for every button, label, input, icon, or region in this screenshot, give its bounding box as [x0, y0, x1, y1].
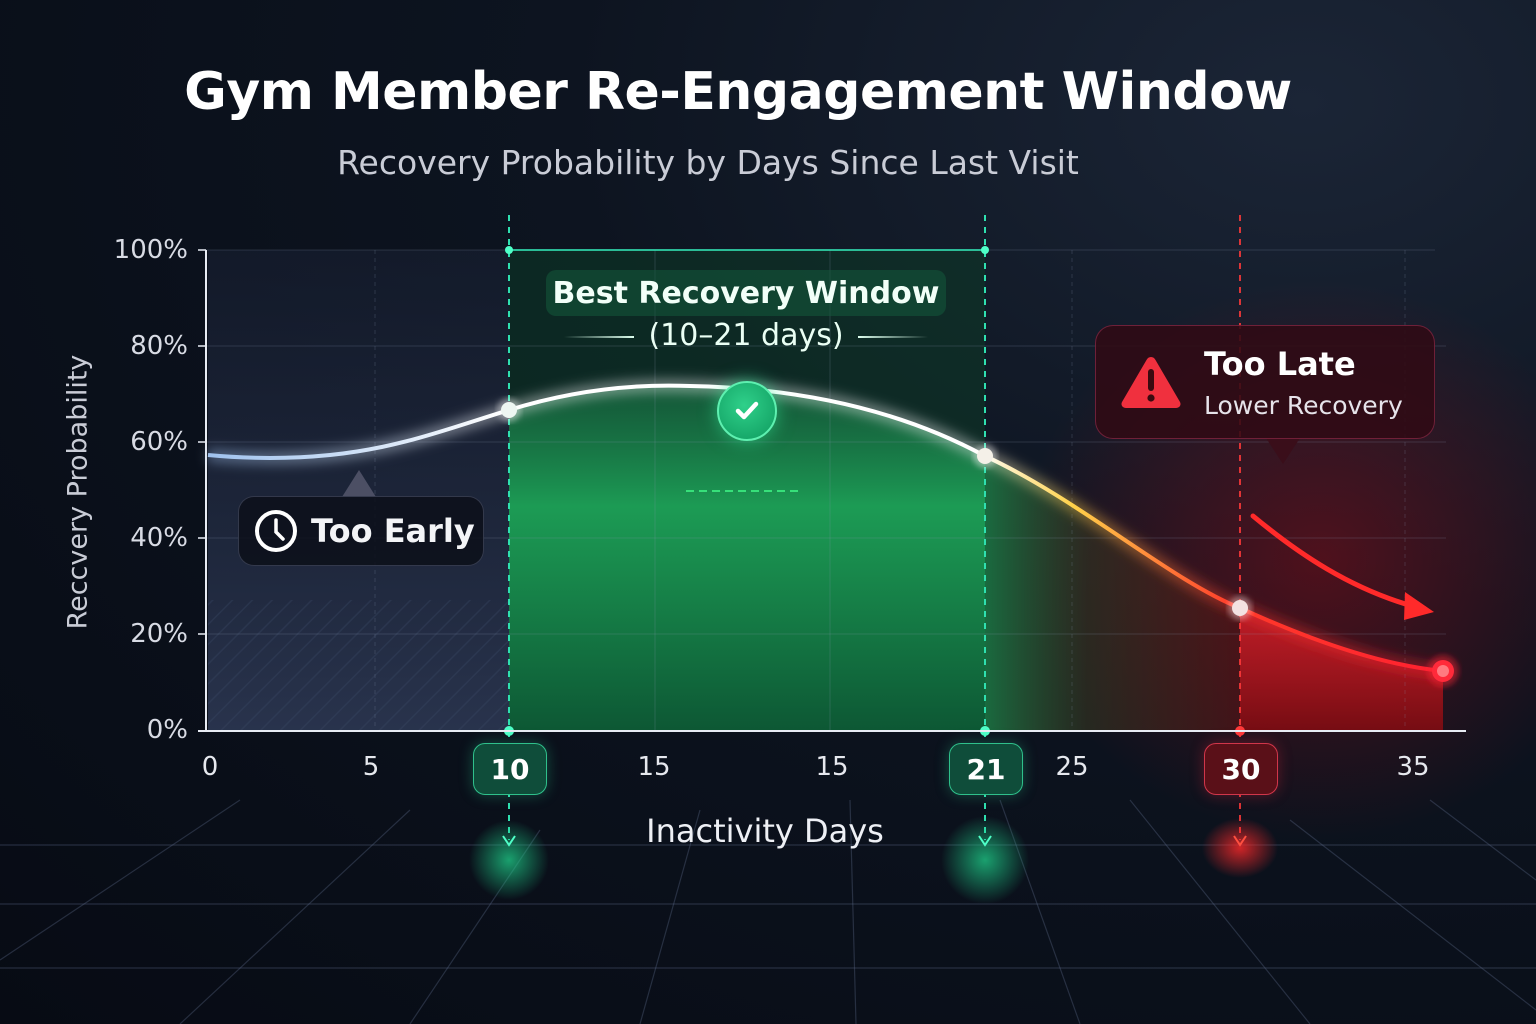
x-marker-day-30: 30 [1204, 743, 1278, 795]
arrow-down-icon [1233, 835, 1247, 847]
x-tick: 15 [637, 752, 671, 782]
chart-title: Gym Member Re-Engagement Window [184, 62, 1292, 122]
down-trend-arrow-icon [1250, 513, 1434, 620]
y-tick: 0% [146, 715, 188, 745]
x-marker-day-21: 21 [949, 743, 1023, 795]
x-marker-day-10: 10 [473, 743, 547, 795]
too-late-area [1240, 608, 1443, 731]
check-circle-icon [717, 381, 777, 441]
too-late-pointer [1266, 438, 1300, 464]
y-tick: 60% [130, 427, 188, 457]
too-late-subtitle: Lower Recovery [1204, 390, 1403, 420]
too-late-text: Too Late Lower Recovery [1204, 345, 1403, 420]
clock-icon [255, 510, 297, 552]
y-axis-label: Reccvery Probability [62, 354, 94, 630]
y-tick: 80% [130, 331, 188, 361]
glow-day-10 [469, 820, 549, 900]
x-axis-label: Inactivity Days [646, 812, 884, 850]
glow-day-30 [1202, 818, 1278, 878]
x-tick: 0 [201, 752, 219, 782]
arrow-down-icon [502, 835, 516, 847]
too-early-hatch [208, 600, 509, 731]
x-tick: 15 [815, 752, 849, 782]
warning-triangle-icon [1121, 357, 1181, 408]
too-early-label: Too Early [311, 512, 475, 550]
arrow-down-icon [978, 835, 992, 847]
x-tick: 5 [362, 752, 380, 782]
perspective-floor [0, 799, 1536, 1024]
divider [857, 335, 928, 338]
best-window-range: (10–21 days) [546, 318, 946, 353]
axes [198, 249, 1466, 732]
too-late-title: Too Late [1204, 344, 1356, 383]
best-window-range-text: (10–21 days) [648, 318, 844, 353]
best-window-title: Best Recovery Window [546, 270, 946, 316]
data-points [497, 398, 1459, 687]
best-window-frame [504, 215, 990, 840]
chart-subtitle: Recovery Probability by Days Since Last … [337, 143, 1079, 182]
check-icon [735, 401, 759, 420]
transition-area [985, 456, 1240, 731]
x-tick: 35 [1396, 752, 1430, 782]
too-early-pointer [342, 470, 376, 497]
y-tick: 20% [130, 619, 188, 649]
y-tick: 40% [130, 523, 188, 553]
too-late-callout: Too Late Lower Recovery [1095, 325, 1435, 439]
y-tick: 100% [113, 235, 188, 265]
best-window-area [509, 385, 985, 731]
too-early-callout: Too Early [238, 496, 484, 566]
divider [564, 335, 635, 338]
x-tick: 25 [1055, 752, 1089, 782]
glow-day-21 [941, 816, 1029, 904]
